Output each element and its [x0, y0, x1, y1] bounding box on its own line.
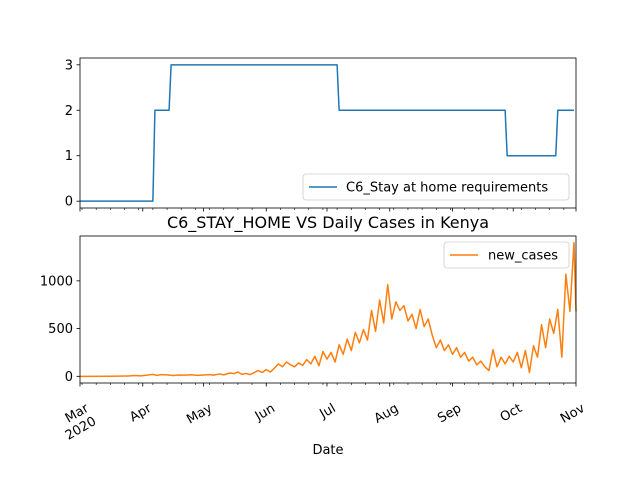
bottom-y-axis: 0 500 1000 [40, 274, 80, 385]
bottom-axes-frame [79, 235, 577, 384]
top-y-tick-label: 1 [65, 149, 73, 164]
top-plot-area [80, 64, 574, 202]
top-axes-frame [79, 57, 577, 209]
top-y-tick-label: 3 [65, 58, 73, 73]
bottom-plot-area [79, 241, 577, 378]
top-x-ticks [79, 208, 577, 212]
bottom-y-tick-label: 0 [65, 370, 73, 385]
bottom-legend: new_cases [443, 241, 570, 269]
top-y-axis: 0 1 2 3 [65, 58, 80, 210]
x-tick-label: Jul [317, 401, 339, 422]
chart-title: C6_STAY_HOME VS Daily Cases in Kenya [167, 213, 489, 233]
bottom-y-tick-label: 500 [48, 322, 73, 337]
bottom-legend-box [443, 241, 570, 269]
top-panel: 0 1 2 3 C6_Stay at home requirements [65, 57, 577, 212]
top-legend-label: C6_Stay at home requirements [346, 181, 548, 196]
bottom-legend-label: new_cases [488, 249, 558, 264]
top-legend: C6_Stay at home requirements [302, 173, 570, 201]
top-series-line-0 [80, 64, 574, 202]
top-y-tick-label: 0 [65, 195, 73, 210]
bottom-y-tick-label: 1000 [40, 274, 73, 289]
bottom-series-line-0 [79, 241, 577, 378]
x-axis-label: Date [312, 443, 343, 458]
top-legend-box [302, 173, 570, 201]
top-y-tick-label: 2 [65, 104, 73, 119]
